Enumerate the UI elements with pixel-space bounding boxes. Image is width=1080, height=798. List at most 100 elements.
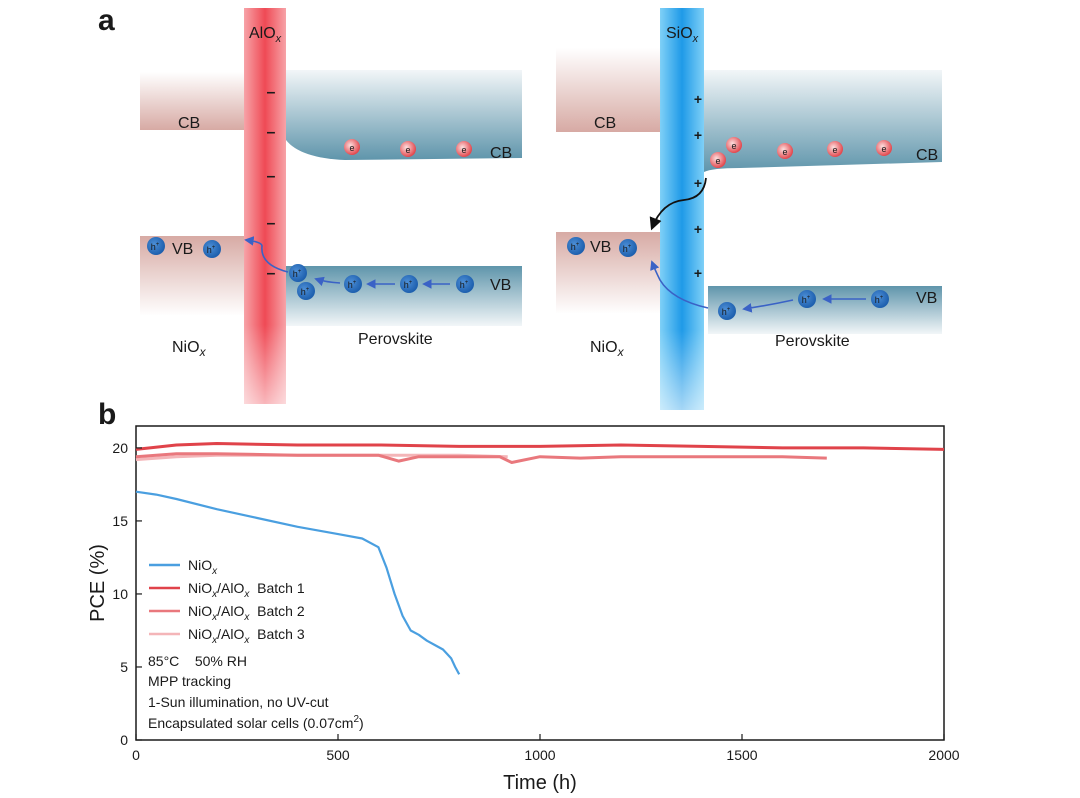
x-tick-label: 0 bbox=[132, 747, 140, 763]
svg-text:e: e bbox=[461, 145, 466, 155]
y-tick-label: 15 bbox=[112, 513, 128, 529]
series-layer bbox=[135, 442, 945, 675]
legend-label: NiOx/AlOx Batch 2 bbox=[188, 603, 305, 623]
niox-cb-band bbox=[140, 72, 244, 130]
svg-text:h+: h+ bbox=[460, 280, 469, 290]
alox-negative-charges: – – – – – bbox=[267, 84, 276, 282]
axis-layer: 0 500 1000 1500 2000 0 5 10 15 20 bbox=[112, 440, 959, 763]
niox-vb-label: VB bbox=[172, 241, 193, 258]
svg-text:h+: h+ bbox=[875, 295, 884, 305]
perovskite-material-label: Perovskite bbox=[358, 331, 433, 348]
hole: h+ bbox=[619, 239, 637, 257]
panel-a-label: a bbox=[98, 4, 115, 37]
hole: h+ bbox=[871, 290, 889, 308]
svg-text:h+: h+ bbox=[571, 242, 580, 252]
svg-text:e: e bbox=[881, 144, 886, 154]
tunneling-arrow bbox=[244, 236, 289, 273]
svg-text:h+: h+ bbox=[722, 307, 731, 317]
electron: e bbox=[456, 141, 472, 157]
perovskite-cb-band bbox=[704, 70, 942, 172]
negative-charge: – bbox=[267, 265, 276, 282]
perovskite-vb-band bbox=[708, 286, 942, 334]
alox-label: AlOx bbox=[249, 25, 282, 45]
negative-charge: – bbox=[267, 124, 276, 141]
niox-cb-label: CB bbox=[594, 115, 616, 132]
alox-band-diagram: AlOx – – – – – CB VB CB VB NiOx Perovski… bbox=[140, 8, 522, 404]
hole: h+ bbox=[147, 237, 165, 255]
perovskite-cb-label: CB bbox=[916, 147, 938, 164]
siox-band-diagram: SiOx + + + + + CB VB CB VB NiOx Perovski… bbox=[556, 8, 942, 410]
siox-positive-charges: + + + + + bbox=[694, 91, 702, 281]
svg-text:h+: h+ bbox=[623, 244, 632, 254]
siox-label: SiOx bbox=[666, 25, 699, 45]
condition-line: MPP tracking bbox=[148, 673, 231, 689]
positive-charge: + bbox=[694, 175, 702, 191]
electron: e bbox=[710, 152, 726, 168]
niox-cb-band bbox=[556, 48, 660, 132]
hole: h+ bbox=[718, 302, 736, 320]
pce-stability-chart: 0 500 1000 1500 2000 0 5 10 15 20 Time (h) PCE (%… bbox=[87, 425, 960, 794]
svg-text:h+: h+ bbox=[802, 295, 811, 305]
legend-entry-batch-2: NiOx/AlOx Batch 2 bbox=[149, 603, 305, 623]
electron: e bbox=[726, 137, 742, 153]
arrow bbox=[314, 276, 341, 286]
y-axis-title: PCE (%) bbox=[87, 544, 109, 622]
condition-line: Encapsulated solar cells (0.07cm2) bbox=[148, 714, 364, 731]
hole: h+ bbox=[344, 275, 362, 293]
legend-entry-batch-3: NiOx/AlOx Batch 3 bbox=[149, 626, 305, 646]
y-tick-label: 5 bbox=[120, 659, 128, 675]
positive-charge: + bbox=[694, 265, 702, 281]
panel-b-label: b bbox=[98, 398, 116, 431]
perovskite-vb-label: VB bbox=[916, 290, 937, 307]
niox-vb-label: VB bbox=[590, 239, 611, 256]
y-tick-label: 10 bbox=[112, 586, 128, 602]
svg-text:h+: h+ bbox=[293, 269, 302, 279]
svg-text:h+: h+ bbox=[348, 280, 357, 290]
electron-group: e e e e e bbox=[710, 137, 892, 168]
perovskite-cb-label: CB bbox=[490, 145, 512, 162]
perovskite-vb-label: VB bbox=[490, 277, 511, 294]
perovskite-cb-band bbox=[286, 70, 522, 160]
electron-group: e e e bbox=[344, 139, 472, 157]
svg-text:e: e bbox=[715, 156, 720, 166]
positive-charge: + bbox=[694, 91, 702, 107]
hole-transport-arrows bbox=[650, 260, 866, 313]
svg-text:e: e bbox=[731, 141, 736, 151]
electron: e bbox=[777, 143, 793, 159]
positive-charge: + bbox=[694, 127, 702, 143]
series-line bbox=[135, 490, 461, 675]
y-tick-label: 20 bbox=[112, 440, 128, 456]
legend-entry-niox: NiOx bbox=[149, 557, 218, 577]
hole: h+ bbox=[289, 264, 307, 282]
hole-group: h+ h+ h+ h+ h+ h+ h+ bbox=[147, 237, 474, 300]
series-line bbox=[135, 442, 945, 451]
hole: h+ bbox=[203, 240, 221, 258]
condition-line: 1-Sun illumination, no UV-cut bbox=[148, 694, 329, 710]
electron-recombination-arrow bbox=[649, 177, 707, 231]
svg-text:e: e bbox=[782, 147, 787, 157]
siox-layer-fade bbox=[660, 8, 704, 410]
x-tick-label: 1500 bbox=[726, 747, 757, 763]
electron: e bbox=[876, 140, 892, 156]
svg-text:h+: h+ bbox=[404, 280, 413, 290]
negative-charge: – bbox=[267, 215, 276, 232]
alox-layer-fade bbox=[244, 8, 286, 404]
electron: e bbox=[827, 141, 843, 157]
condition-line: 85°C 50% RH bbox=[148, 653, 247, 669]
svg-text:h+: h+ bbox=[301, 287, 310, 297]
niox-material-label: NiOx bbox=[172, 339, 207, 359]
perovskite-vb-band bbox=[286, 266, 522, 326]
svg-text:e: e bbox=[832, 145, 837, 155]
electron: e bbox=[344, 139, 360, 155]
x-tick-label: 2000 bbox=[928, 747, 959, 763]
svg-text:h+: h+ bbox=[151, 242, 160, 252]
niox-material-label: NiOx bbox=[590, 339, 625, 359]
hole-group: h+ h+ h+ h+ h+ bbox=[567, 237, 889, 320]
x-axis-title: Time (h) bbox=[503, 772, 577, 794]
hole-transport-arrows bbox=[244, 236, 450, 289]
arrow bbox=[742, 299, 794, 313]
legend: NiOx NiOx/AlOx Batch 1 NiOx/AlOx Batch 2… bbox=[149, 557, 305, 646]
positive-charge: + bbox=[694, 221, 702, 237]
hole: h+ bbox=[567, 237, 585, 255]
